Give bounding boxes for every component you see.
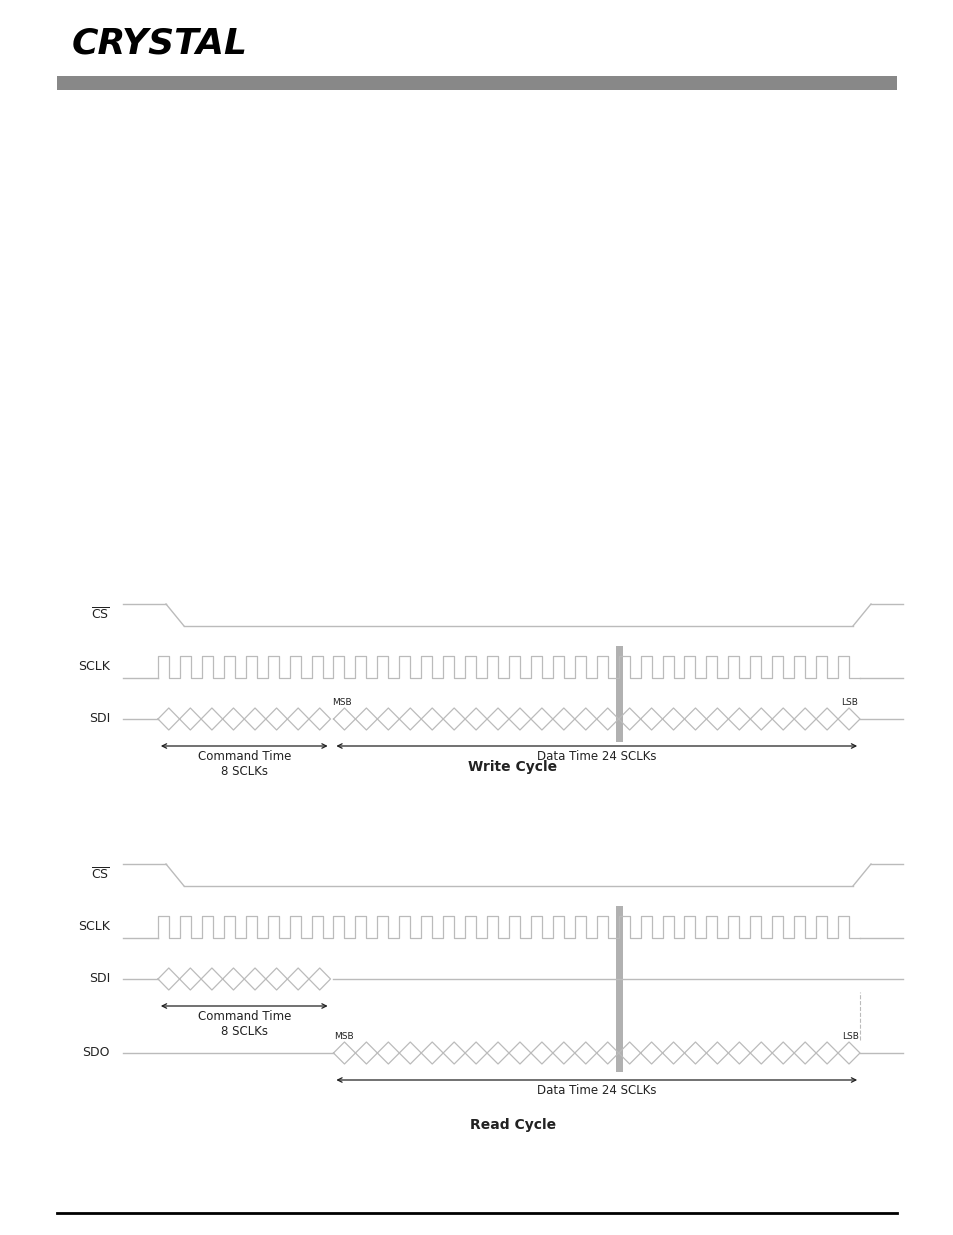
Text: LSB: LSB	[841, 698, 857, 706]
Text: MSB: MSB	[333, 698, 352, 706]
Text: $\overline{\mathrm{CS}}$: $\overline{\mathrm{CS}}$	[91, 608, 110, 622]
Text: CRYSTAL: CRYSTAL	[71, 26, 248, 61]
Text: Command Time
8 SCLKs: Command Time 8 SCLKs	[197, 750, 291, 778]
Text: SCLK: SCLK	[78, 920, 110, 934]
Text: Write Cycle: Write Cycle	[468, 760, 557, 774]
Text: Read Cycle: Read Cycle	[470, 1118, 556, 1132]
Text: $\overline{\mathrm{CS}}$: $\overline{\mathrm{CS}}$	[91, 867, 110, 883]
Text: SCLK: SCLK	[78, 661, 110, 673]
Text: LSB: LSB	[841, 1032, 858, 1041]
Text: Command Time
8 SCLKs: Command Time 8 SCLKs	[197, 1010, 291, 1037]
Text: Data Time 24 SCLKs: Data Time 24 SCLKs	[537, 750, 656, 763]
Bar	[615, 906, 622, 1072]
Text: SDO: SDO	[82, 1046, 110, 1060]
Text: SDI: SDI	[89, 972, 110, 986]
Bar	[57, 77, 896, 90]
Text: MSB: MSB	[335, 1032, 354, 1041]
Text: SDI: SDI	[89, 713, 110, 725]
Bar	[615, 646, 622, 742]
Text: Data Time 24 SCLKs: Data Time 24 SCLKs	[537, 1084, 656, 1097]
